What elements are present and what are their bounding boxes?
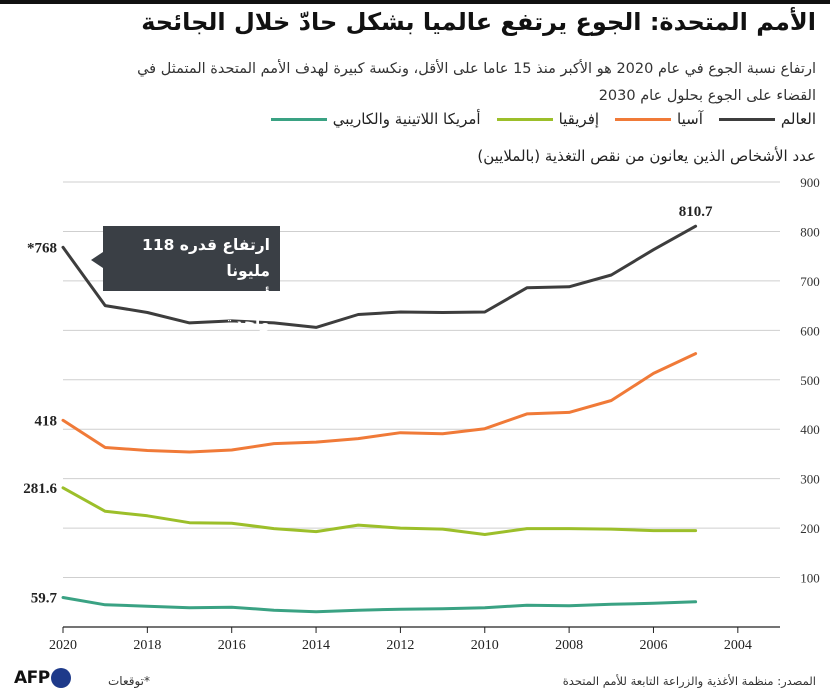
- annotation-line-2: أو 18% في سنة واحدة: [144, 288, 270, 332]
- y-tick-label: 800: [800, 224, 820, 239]
- x-tick-label: 2018: [133, 638, 161, 653]
- annotation-box: ارتفاع قدره 118 مليونا أو 18% في سنة واح…: [103, 226, 280, 332]
- y-tick-label: 900: [800, 175, 820, 190]
- chart-subtitle: ارتفاع نسبة الجوع في عام 2020 هو الأكبر …: [137, 61, 816, 104]
- world-series-line: [61, 224, 698, 329]
- afp-logo: AFP: [14, 668, 71, 688]
- legend-swatch-latin-america: [270, 117, 327, 121]
- y-tick-label: 300: [800, 472, 820, 487]
- legend-item-latin-america: أمريكا اللاتينية والكاريبي: [270, 110, 481, 128]
- top-rule: [0, 0, 830, 4]
- annotation-pointer: [91, 252, 103, 268]
- legend-item-world: العالم: [718, 110, 816, 128]
- y-tick-label: 400: [800, 422, 820, 437]
- legend-label-asia: آسيا: [677, 110, 703, 128]
- y-tick-label: 700: [800, 274, 820, 289]
- forecast-note: *توقعات: [108, 674, 151, 688]
- y-tick-label: 500: [800, 373, 820, 388]
- data-label: 810.7: [679, 204, 713, 220]
- legend-swatch-world: [718, 117, 775, 121]
- data-label: 59.7: [31, 590, 58, 606]
- x-tick-label: 2016: [218, 638, 246, 653]
- annotation-line-1: ارتفاع قدره 118 مليونا: [142, 236, 270, 280]
- legend-label-latin-america: أمريكا اللاتينية والكاريبي: [332, 110, 481, 128]
- legend-label-world: العالم: [780, 110, 816, 128]
- legend-label-africa: إفريقيا: [558, 110, 600, 128]
- x-tick-label: 2012: [386, 638, 414, 653]
- chart-title: الأمم المتحدة: الجوع يرتفع عالميا بشكل ح…: [141, 8, 816, 36]
- x-tick-label: 2020: [49, 638, 77, 653]
- legend-item-asia: آسيا: [615, 110, 703, 128]
- data-label: 418: [35, 413, 58, 429]
- x-tick-label: 2008: [555, 638, 583, 653]
- legend-swatch-africa: [496, 117, 553, 121]
- x-tick-label: 2006: [639, 638, 667, 653]
- asia-series-line: [61, 352, 698, 454]
- x-tick-label: 2014: [302, 638, 330, 653]
- latin-america-series-line: [61, 596, 698, 614]
- y-tick-label: 200: [800, 521, 820, 536]
- afp-logo-text: AFP: [14, 668, 50, 688]
- x-tick-label: 2010: [471, 638, 499, 653]
- legend-swatch-asia: [615, 117, 672, 121]
- data-label: *768: [27, 240, 57, 256]
- y-axis-label: عدد الأشخاص الذين يعانون من نقص التغذية …: [477, 147, 816, 165]
- y-tick-label: 100: [800, 571, 820, 586]
- legend: العالم آسيا إفريقيا أمريكا اللاتينية وال…: [270, 110, 816, 128]
- data-label: 281.6: [23, 481, 57, 497]
- afp-logo-dot: [50, 668, 71, 688]
- source-note: المصدر: منظمة الأغذية والزراعة التابعة ل…: [562, 674, 816, 688]
- africa-series-line: [61, 486, 698, 536]
- x-tick-label: 2004: [724, 638, 752, 653]
- y-tick-label: 600: [800, 323, 820, 338]
- legend-item-africa: إفريقيا: [496, 110, 600, 128]
